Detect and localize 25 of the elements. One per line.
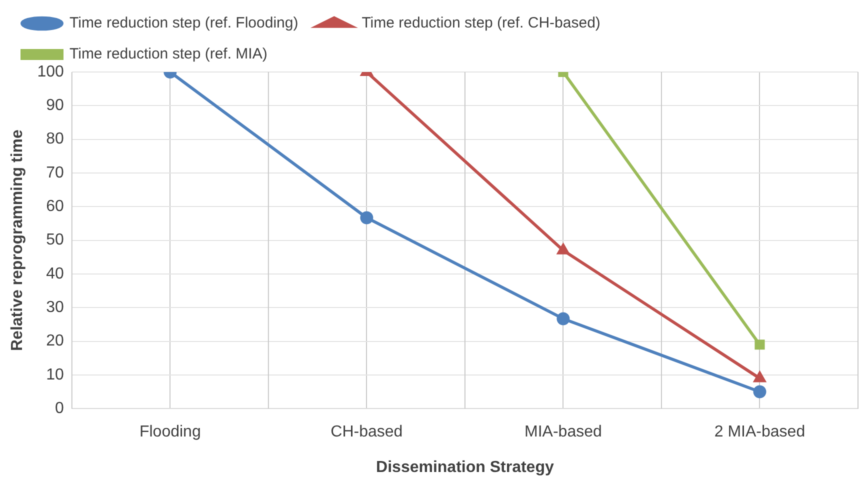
point [753,385,766,398]
y-tick-label: 50 [46,232,64,249]
x-tick-label: CH-based [330,424,403,441]
point [556,312,570,326]
legend-label: Time reduction step (ref. MIA) [70,46,268,63]
y-tick-label: 40 [46,265,64,282]
x-tick-label: 2 MIA-based [714,424,806,441]
point [360,211,374,224]
point [754,340,765,350]
y-axis-title: Relative reprogramming time [9,130,26,352]
y-tick-label: 80 [46,130,64,148]
legend-label: Time reduction step (ref. CH-based) [362,14,600,32]
y-tick-label: 20 [46,332,64,350]
y-tick-label: 0 [54,400,64,418]
x-tick-label: Flooding [139,424,201,441]
legend-label: Time reduction step (ref. Flooding) [70,14,298,32]
y-tick-label: 100 [37,63,64,80]
y-tick-label: 60 [46,198,64,216]
x-tick-label: MIA-based [524,424,602,441]
point [754,372,766,382]
x-axis-title: Dissemination Strategy [376,458,554,476]
y-tick-label: 70 [46,164,64,182]
y-tick-label: 30 [46,299,64,316]
y-tick-label: 10 [46,366,64,384]
y-tick-label: 90 [46,97,64,114]
